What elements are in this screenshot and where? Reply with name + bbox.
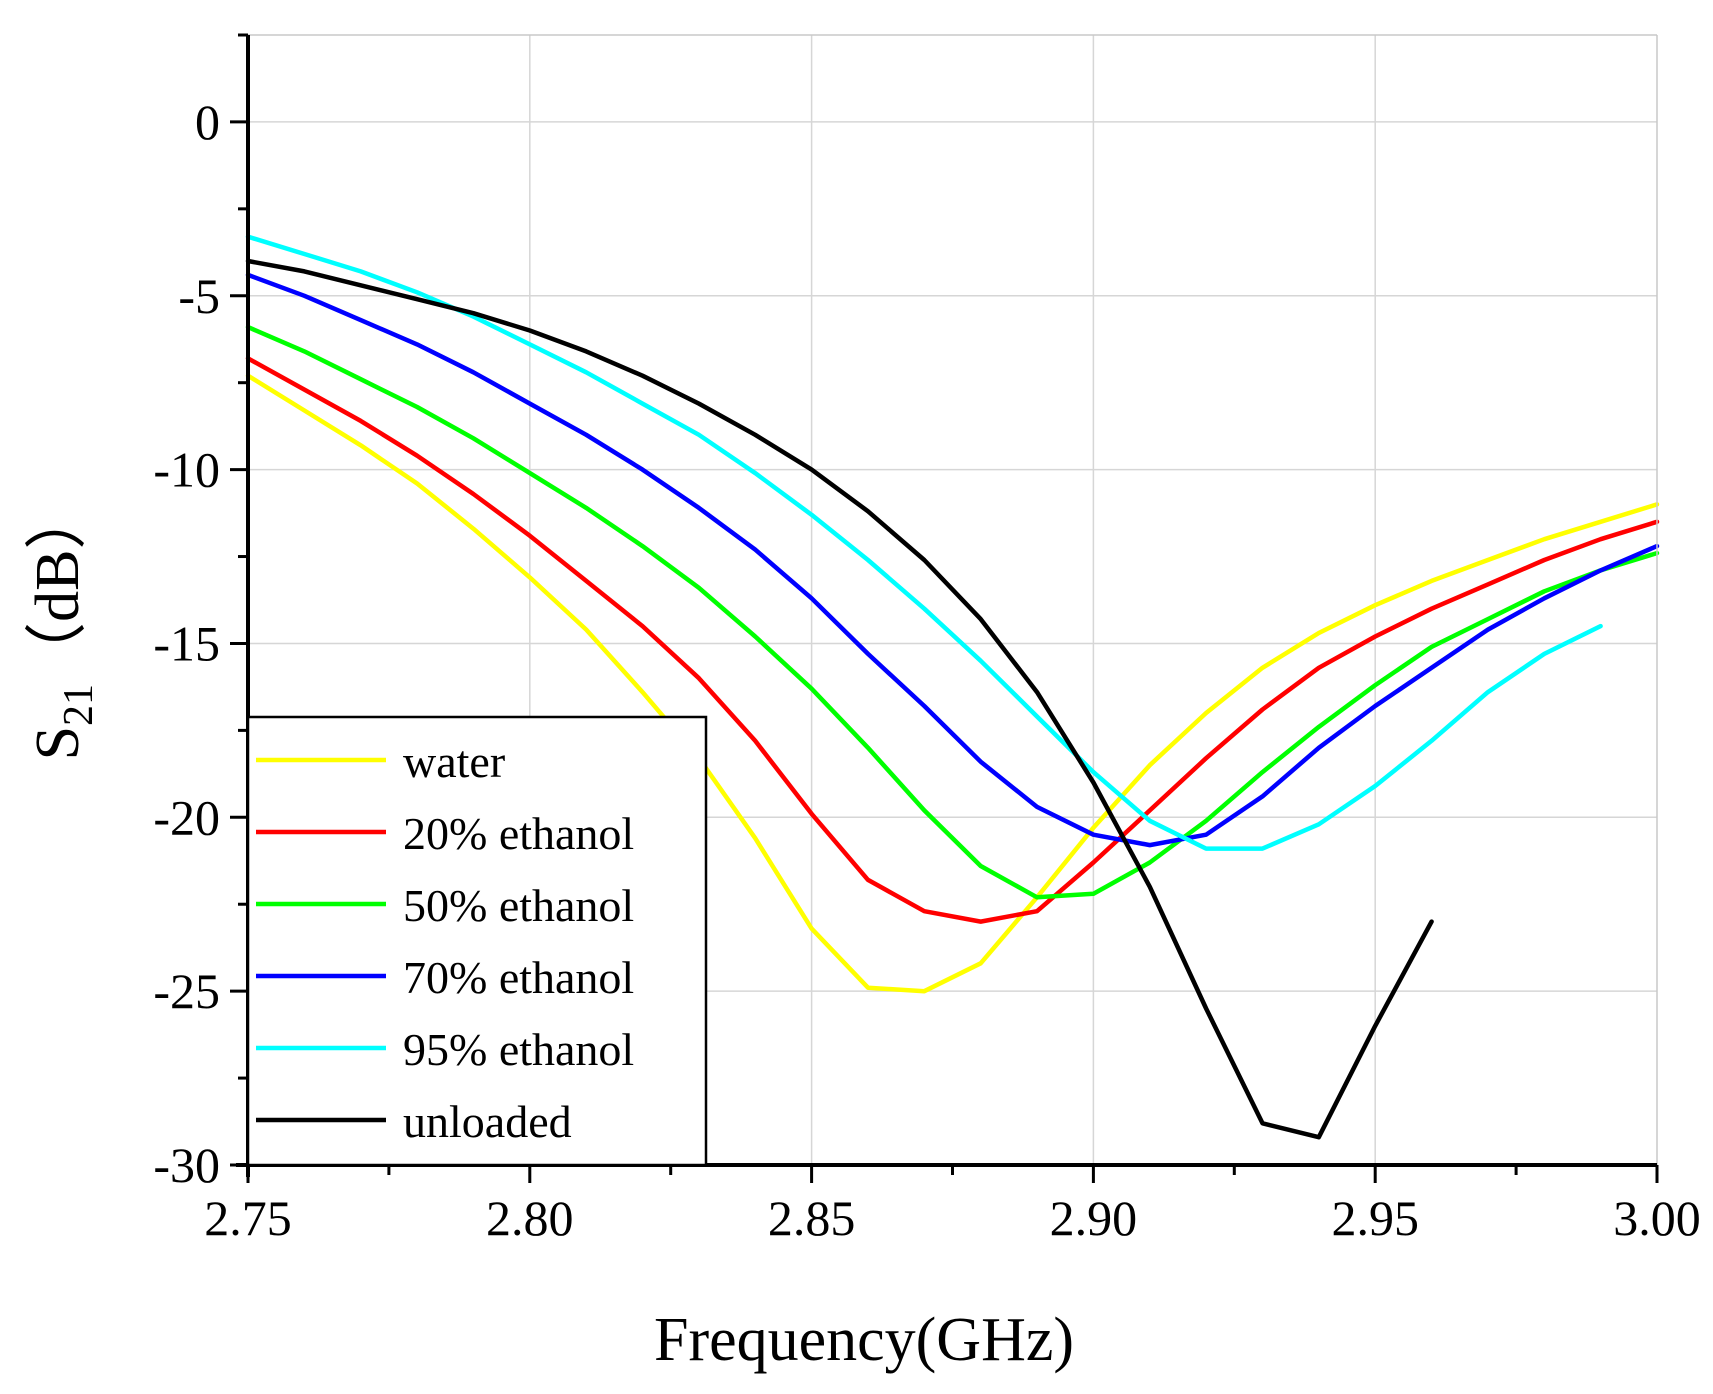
legend-label: 20% ethanol [403, 808, 634, 859]
y-tick-label: -10 [153, 442, 220, 498]
y-tick-label: -20 [153, 789, 220, 845]
legend-label: unloaded [403, 1096, 572, 1147]
grid [248, 35, 1657, 1165]
series-line [245, 272, 1660, 848]
series-line [245, 234, 1603, 851]
x-tick-label: 2.80 [486, 1190, 574, 1246]
legend-label: 70% ethanol [403, 952, 634, 1003]
legend-label: water [403, 736, 505, 787]
y-axis-title: S21（dB） [24, 488, 102, 761]
x-tick-label: 2.90 [1050, 1190, 1138, 1246]
series-line [245, 373, 1660, 994]
legend-label: 50% ethanol [403, 880, 634, 931]
series-line [245, 258, 1434, 1140]
x-tick-label: 3.00 [1613, 1190, 1701, 1246]
y-tick-label: -25 [153, 963, 220, 1019]
x-tick-label: 2.85 [768, 1190, 856, 1246]
x-tick-label: 2.75 [204, 1190, 292, 1246]
y-tick-label: -5 [178, 268, 220, 324]
y-axis-title-unit: （dB） [24, 488, 92, 684]
tick-labels: 2.75 2.80 2.85 2.90 2.95 3.00 0 -5 -10 -15 -20 -25 -… [153, 94, 1700, 1246]
y-axis-title-main: S [24, 726, 92, 760]
x-tick-label: 2.95 [1331, 1190, 1419, 1246]
series-line [245, 356, 1660, 924]
series-line [245, 324, 1660, 900]
svg-text:S21（dB）: S21（dB） [24, 488, 102, 761]
ticks [230, 33, 1659, 1183]
y-tick-label: -15 [153, 615, 220, 671]
legend: water 20% ethanol 50% ethanol 70% ethanol 95… [246, 715, 708, 1167]
legend-box [246, 715, 708, 1167]
y-axis-title-sub: 21 [56, 684, 102, 726]
y-tick-label: 0 [195, 94, 220, 150]
series-layer [245, 234, 1660, 1140]
legend-label: 95% ethanol [403, 1024, 634, 1075]
x-axis-title: Frequency(GHz) [654, 1306, 1074, 1374]
y-tick-label: -30 [153, 1137, 220, 1193]
